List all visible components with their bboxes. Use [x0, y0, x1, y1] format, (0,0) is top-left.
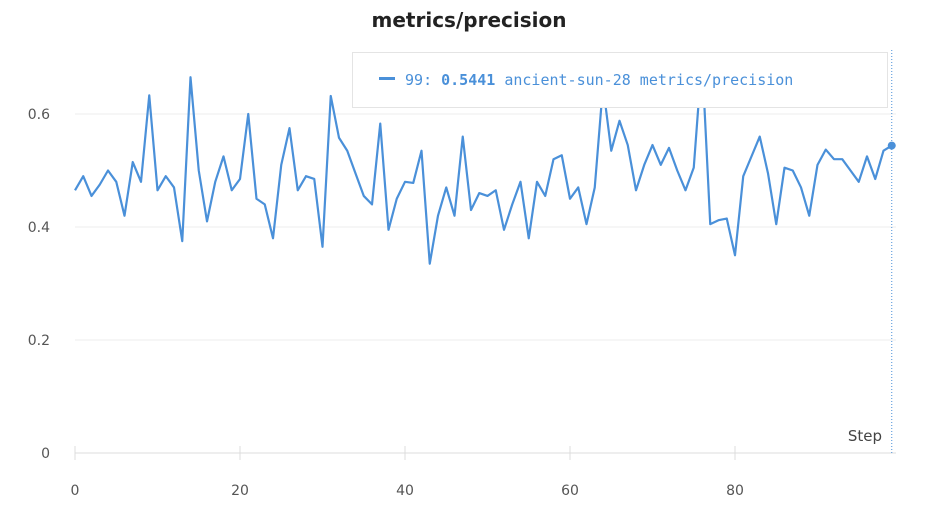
x-tick-label: 20: [231, 483, 249, 499]
y-tick-label: 0.6: [28, 107, 50, 123]
hover-legend: 99: 0.5441 ancient-sun-28 metrics/precis…: [352, 52, 888, 108]
hover-legend-row: 99: 0.5441 ancient-sun-28 metrics/precis…: [379, 71, 793, 89]
hover-step: 99: [405, 71, 424, 89]
hover-value: 0.5441: [441, 71, 496, 89]
x-axis-label: Step: [848, 427, 882, 445]
grid-lines: [75, 113, 896, 341]
y-tick-label: 0.2: [28, 333, 50, 349]
y-tick-label: 0.4: [28, 220, 50, 236]
x-axis: 0 20 40 60 80: [71, 446, 896, 499]
hover-point: [887, 141, 896, 150]
x-tick-label: 80: [726, 483, 744, 499]
series-line: [74, 76, 893, 265]
x-tick-label: 60: [561, 483, 579, 499]
y-tick-label: 0: [41, 446, 50, 462]
y-axis-ticks: 0 0.2 0.4 0.6: [28, 107, 50, 462]
x-tick-label: 0: [71, 483, 80, 499]
hover-series-name: ancient-sun-28 metrics/precision: [504, 71, 794, 89]
series-lines: [74, 50, 896, 453]
x-tick-label: 40: [396, 483, 414, 499]
chart-title: metrics/precision: [371, 8, 567, 32]
series-swatch: [379, 77, 395, 80]
